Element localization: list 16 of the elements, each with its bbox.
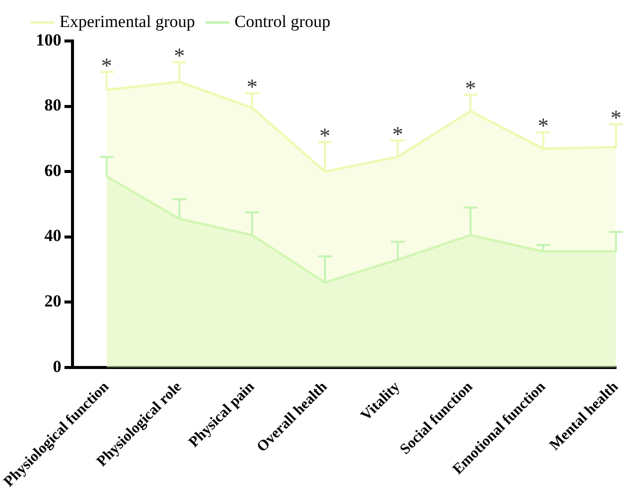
annotation: * — [464, 76, 476, 101]
annotation: * — [392, 121, 404, 146]
annotation: * — [101, 52, 112, 78]
y-tick-label: 20 — [44, 292, 62, 310]
annotation: * — [319, 122, 330, 148]
annotation: * — [246, 74, 258, 100]
annotation: * — [174, 42, 185, 68]
legend-label: Control group — [234, 12, 330, 31]
y-tick-label: 100 — [36, 30, 62, 50]
y-tick-label: 40 — [44, 226, 62, 246]
y-tick-label: 0 — [52, 356, 62, 376]
y-tick-label: 80 — [44, 96, 62, 115]
y-tick-label: 60 — [44, 160, 62, 180]
legend-label: Experimental group — [60, 12, 195, 31]
annotation: * — [610, 105, 622, 130]
annotation: * — [538, 113, 549, 138]
